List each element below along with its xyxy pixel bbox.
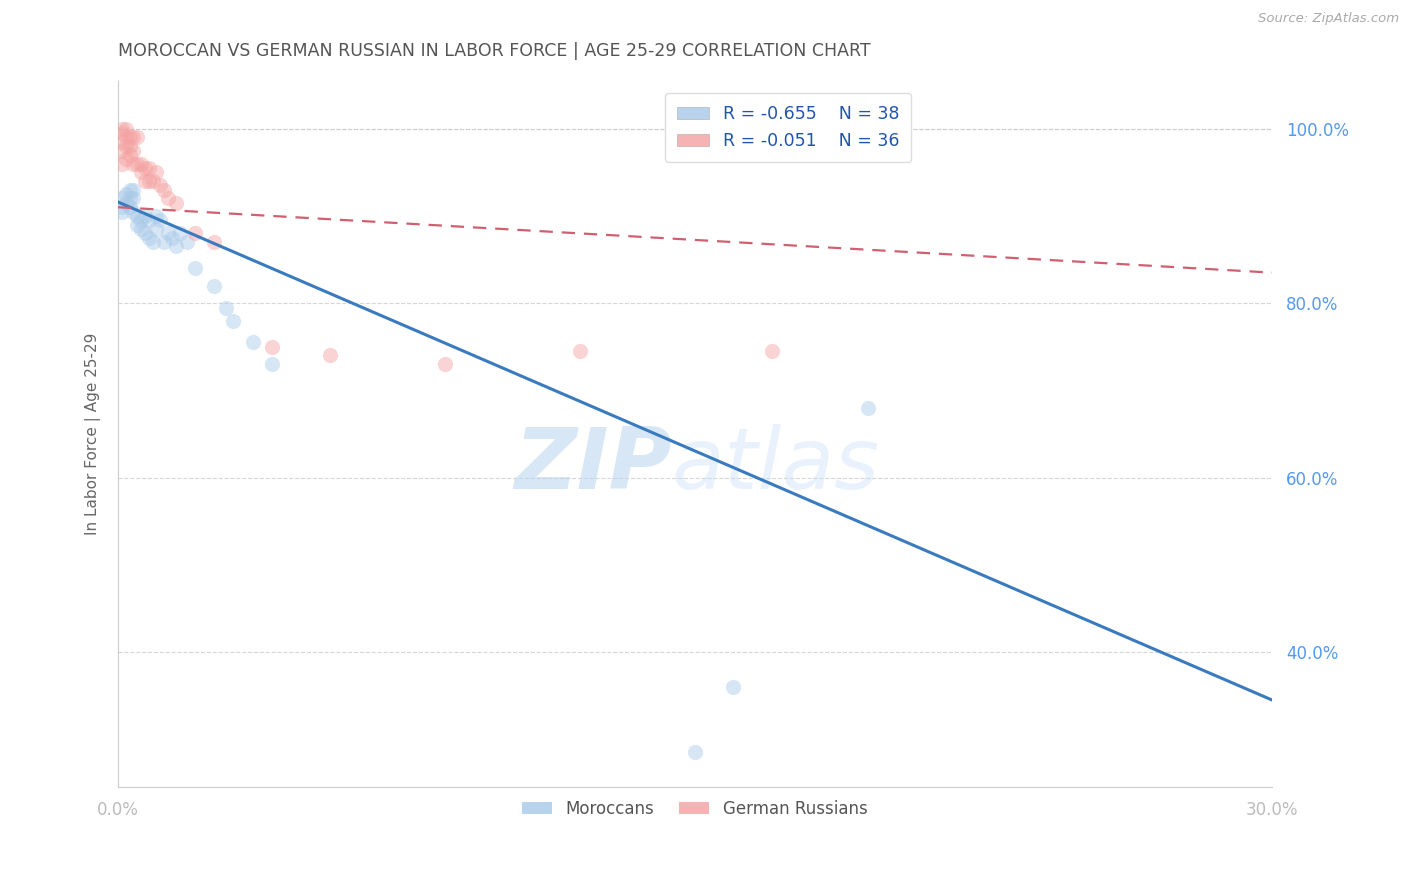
Point	[134, 161, 156, 175]
Point	[118, 183, 141, 197]
Point	[153, 235, 176, 249]
Point	[761, 344, 783, 359]
Point	[114, 121, 136, 136]
Point	[142, 174, 165, 188]
Point	[149, 213, 172, 227]
Point	[215, 301, 238, 315]
Point	[138, 231, 160, 245]
Point	[118, 200, 141, 214]
Point	[111, 200, 134, 214]
Point	[122, 192, 145, 206]
Point	[111, 135, 134, 149]
Point	[160, 231, 183, 245]
Point	[134, 174, 156, 188]
Point	[145, 222, 167, 236]
Point	[176, 235, 198, 249]
Point	[114, 139, 136, 153]
Point	[184, 261, 207, 276]
Point	[129, 213, 152, 227]
Point	[260, 340, 283, 354]
Point	[153, 183, 176, 197]
Point	[122, 183, 145, 197]
Point	[118, 148, 141, 162]
Point	[122, 204, 145, 219]
Point	[129, 222, 152, 236]
Point	[118, 130, 141, 145]
Point	[118, 139, 141, 153]
Point	[138, 161, 160, 175]
Point	[169, 227, 191, 241]
Point	[149, 178, 172, 193]
Point	[723, 680, 745, 694]
Point	[260, 357, 283, 371]
Point	[122, 156, 145, 170]
Point	[114, 195, 136, 210]
Point	[165, 239, 187, 253]
Point	[127, 209, 149, 223]
Point	[856, 401, 879, 415]
Point	[129, 165, 152, 179]
Point	[127, 130, 149, 145]
Point	[111, 192, 134, 206]
Point	[122, 144, 145, 158]
Point	[145, 165, 167, 179]
Point	[202, 278, 225, 293]
Point	[683, 745, 706, 759]
Point	[127, 218, 149, 232]
Point	[134, 227, 156, 241]
Legend: Moroccans, German Russians: Moroccans, German Russians	[516, 793, 875, 825]
Point	[114, 130, 136, 145]
Point	[127, 156, 149, 170]
Point	[138, 213, 160, 227]
Point	[318, 349, 340, 363]
Point	[242, 335, 264, 350]
Point	[111, 204, 134, 219]
Point	[433, 357, 456, 371]
Point	[202, 235, 225, 249]
Point	[184, 227, 207, 241]
Text: Source: ZipAtlas.com: Source: ZipAtlas.com	[1258, 12, 1399, 25]
Text: ZIP: ZIP	[515, 425, 672, 508]
Point	[114, 187, 136, 202]
Text: atlas: atlas	[672, 425, 880, 508]
Point	[156, 192, 179, 206]
Y-axis label: In Labor Force | Age 25-29: In Labor Force | Age 25-29	[86, 333, 101, 535]
Point	[165, 195, 187, 210]
Point	[142, 235, 165, 249]
Point	[156, 227, 179, 241]
Point	[129, 156, 152, 170]
Point	[118, 192, 141, 206]
Point	[111, 121, 134, 136]
Point	[134, 209, 156, 223]
Point	[138, 174, 160, 188]
Point	[114, 153, 136, 167]
Point	[111, 144, 134, 158]
Text: MOROCCAN VS GERMAN RUSSIAN IN LABOR FORCE | AGE 25-29 CORRELATION CHART: MOROCCAN VS GERMAN RUSSIAN IN LABOR FORC…	[118, 42, 870, 60]
Point	[568, 344, 591, 359]
Point	[111, 126, 134, 140]
Point	[122, 130, 145, 145]
Point	[222, 313, 245, 327]
Point	[145, 209, 167, 223]
Point	[111, 156, 134, 170]
